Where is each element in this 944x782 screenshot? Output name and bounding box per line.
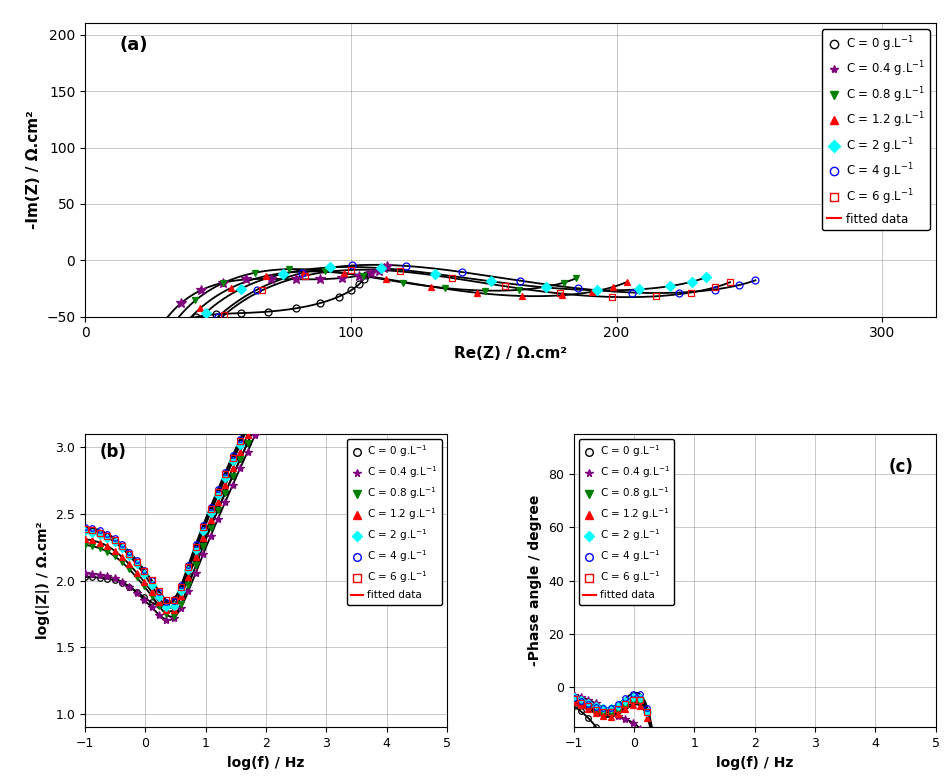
Y-axis label: -Im(Z) / Ω.cm²: -Im(Z) / Ω.cm² (25, 111, 41, 229)
Text: (a): (a) (119, 36, 147, 54)
Y-axis label: log(|Z|) / Ω.cm²: log(|Z|) / Ω.cm² (36, 522, 50, 640)
Legend: C = 0 g.L$^{-1}$, C = 0.4 g.L$^{-1}$, C = 0.8 g.L$^{-1}$, C = 1.2 g.L$^{-1}$, C : C = 0 g.L$^{-1}$, C = 0.4 g.L$^{-1}$, C … (579, 439, 673, 604)
X-axis label: Re(Z) / Ω.cm²: Re(Z) / Ω.cm² (453, 346, 566, 361)
Y-axis label: -Phase angle / degree: -Phase angle / degree (528, 495, 542, 666)
Text: (c): (c) (887, 458, 913, 476)
Text: (b): (b) (99, 443, 126, 461)
X-axis label: log(f) / Hz: log(f) / Hz (228, 755, 304, 769)
Legend: C = 0 g.L$^{-1}$, C = 0.4 g.L$^{-1}$, C = 0.8 g.L$^{-1}$, C = 1.2 g.L$^{-1}$, C : C = 0 g.L$^{-1}$, C = 0.4 g.L$^{-1}$, C … (346, 439, 441, 604)
X-axis label: log(f) / Hz: log(f) / Hz (716, 755, 792, 769)
Legend: C = 0 g.L$^{-1}$, C = 0.4 g.L$^{-1}$, C = 0.8 g.L$^{-1}$, C = 1.2 g.L$^{-1}$, C : C = 0 g.L$^{-1}$, C = 0.4 g.L$^{-1}$, C … (821, 30, 929, 231)
